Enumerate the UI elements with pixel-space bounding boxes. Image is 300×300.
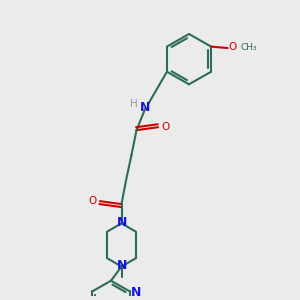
Text: N: N <box>117 216 127 229</box>
Text: H: H <box>130 99 138 110</box>
Text: N: N <box>140 101 151 115</box>
Text: N: N <box>117 260 127 272</box>
Text: N: N <box>131 286 142 299</box>
Text: O: O <box>88 196 97 206</box>
Text: CH₃: CH₃ <box>241 43 257 52</box>
Text: O: O <box>229 43 237 52</box>
Text: O: O <box>161 122 170 132</box>
